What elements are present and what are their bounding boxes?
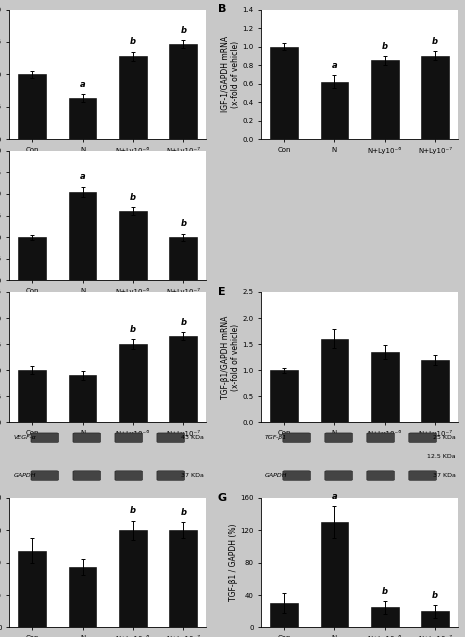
FancyBboxPatch shape bbox=[283, 471, 311, 480]
Bar bbox=[69, 192, 96, 280]
FancyBboxPatch shape bbox=[409, 433, 436, 443]
Bar bbox=[371, 352, 399, 422]
Text: b: b bbox=[130, 193, 136, 202]
FancyBboxPatch shape bbox=[409, 471, 436, 480]
Text: 12.5 KDa: 12.5 KDa bbox=[427, 454, 456, 459]
FancyBboxPatch shape bbox=[367, 433, 394, 443]
Bar bbox=[18, 75, 46, 139]
FancyBboxPatch shape bbox=[157, 433, 185, 443]
Bar bbox=[320, 522, 348, 627]
FancyBboxPatch shape bbox=[31, 433, 59, 443]
Bar bbox=[169, 44, 197, 139]
Text: b: b bbox=[180, 220, 186, 229]
Bar bbox=[18, 370, 46, 422]
Text: a: a bbox=[80, 173, 85, 182]
Bar bbox=[320, 82, 348, 139]
Y-axis label: TGF-β1 / GAPDH (%): TGF-β1 / GAPDH (%) bbox=[229, 524, 238, 601]
Text: b: b bbox=[130, 506, 136, 515]
Bar bbox=[421, 56, 449, 139]
FancyBboxPatch shape bbox=[31, 471, 59, 480]
Text: b: b bbox=[432, 590, 438, 599]
Bar bbox=[18, 550, 46, 627]
Text: b: b bbox=[180, 26, 186, 35]
FancyBboxPatch shape bbox=[73, 433, 100, 443]
Text: TGF-β1: TGF-β1 bbox=[265, 435, 287, 440]
FancyBboxPatch shape bbox=[325, 471, 352, 480]
Text: b: b bbox=[180, 318, 186, 327]
Text: a: a bbox=[80, 80, 85, 89]
Text: b: b bbox=[382, 587, 388, 596]
Bar bbox=[270, 47, 298, 139]
Bar bbox=[421, 612, 449, 627]
Bar bbox=[69, 98, 96, 139]
Text: 37 KDa: 37 KDa bbox=[181, 473, 204, 478]
Text: b: b bbox=[382, 41, 388, 50]
Text: b: b bbox=[130, 38, 136, 47]
Text: E: E bbox=[218, 287, 226, 297]
Y-axis label: IGF-1/GAPDH mRNA
(x-fold of vehicle): IGF-1/GAPDH mRNA (x-fold of vehicle) bbox=[221, 36, 240, 112]
Bar bbox=[371, 61, 399, 139]
Bar bbox=[119, 56, 147, 139]
Bar bbox=[270, 370, 298, 422]
Bar bbox=[119, 530, 147, 627]
Text: 25 KDa: 25 KDa bbox=[433, 435, 456, 440]
Bar bbox=[69, 375, 96, 422]
Text: GAPDH: GAPDH bbox=[13, 473, 36, 478]
Bar bbox=[69, 567, 96, 627]
FancyBboxPatch shape bbox=[73, 471, 100, 480]
Text: b: b bbox=[180, 508, 186, 517]
Text: a: a bbox=[332, 61, 337, 70]
Bar bbox=[320, 339, 348, 422]
Text: G: G bbox=[218, 493, 227, 503]
Text: GAPDH: GAPDH bbox=[265, 473, 288, 478]
Text: 37 KDa: 37 KDa bbox=[433, 473, 456, 478]
FancyBboxPatch shape bbox=[115, 471, 142, 480]
FancyBboxPatch shape bbox=[325, 433, 352, 443]
FancyBboxPatch shape bbox=[115, 433, 142, 443]
FancyBboxPatch shape bbox=[367, 471, 394, 480]
Bar bbox=[119, 211, 147, 280]
Bar bbox=[119, 344, 147, 422]
Bar bbox=[270, 603, 298, 627]
Bar bbox=[169, 530, 197, 627]
Bar bbox=[169, 336, 197, 422]
Bar bbox=[371, 607, 399, 627]
Text: b: b bbox=[130, 325, 136, 334]
Text: 43 KDa: 43 KDa bbox=[181, 435, 204, 440]
Text: b: b bbox=[432, 37, 438, 46]
Text: a: a bbox=[332, 492, 337, 501]
Y-axis label: TGF-β1/GAPDH mRNA
(x-fold of vehicle): TGF-β1/GAPDH mRNA (x-fold of vehicle) bbox=[221, 315, 240, 399]
Bar bbox=[169, 237, 197, 280]
Text: B: B bbox=[218, 4, 226, 15]
Bar bbox=[421, 360, 449, 422]
FancyBboxPatch shape bbox=[157, 471, 185, 480]
Text: VEGF-α: VEGF-α bbox=[13, 435, 36, 440]
FancyBboxPatch shape bbox=[283, 433, 311, 443]
Bar bbox=[18, 237, 46, 280]
